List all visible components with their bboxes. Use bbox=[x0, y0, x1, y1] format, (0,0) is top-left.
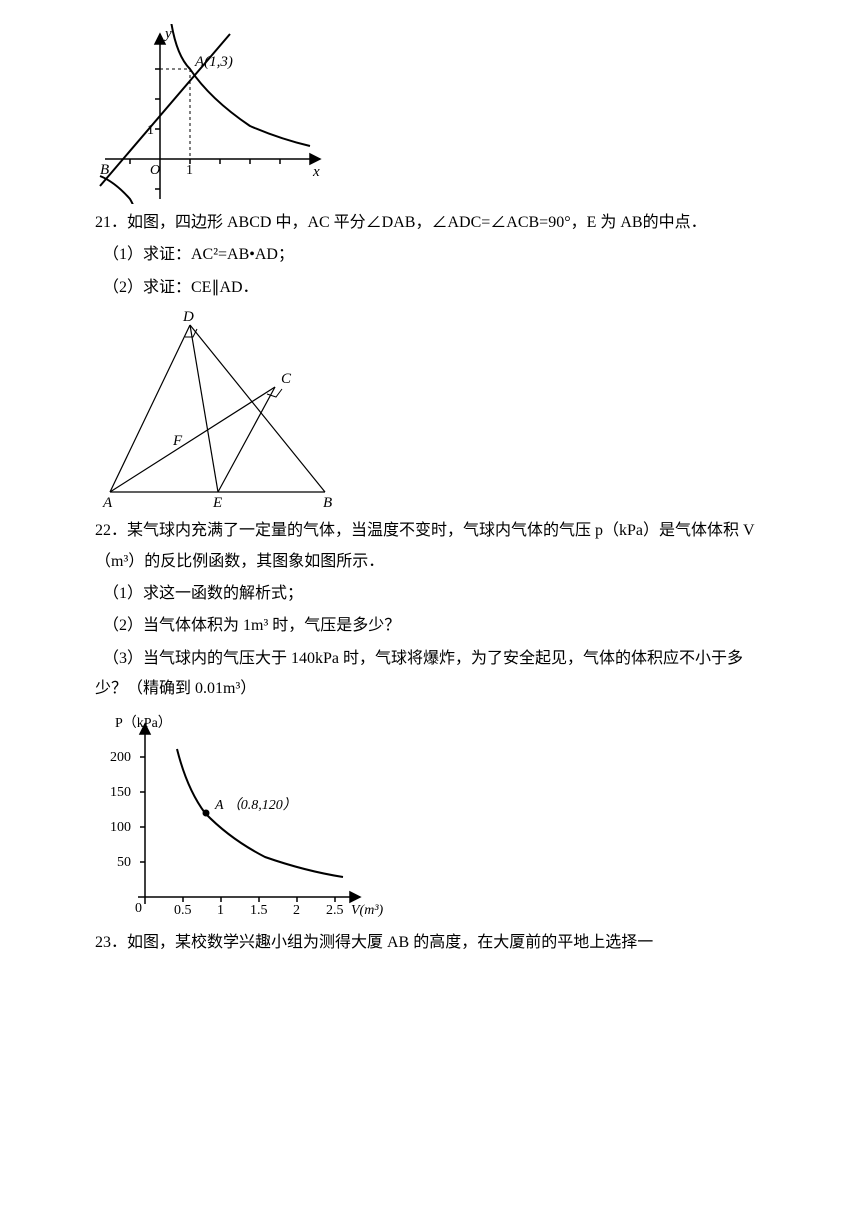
q22-intro-text: 22．某气球内充满了一定量的气体，当温度不变时，气球内气体的气压 p（kPa）是… bbox=[95, 522, 755, 569]
q23-intro-text: 23．如图，某校数学兴趣小组为测得大厦 AB 的高度，在大厦前的平地上选择一 bbox=[95, 934, 653, 951]
figure-3-pv-chart: P（kPa） V(m³) 0 50 100 150 200 0.5 1 1.5 … bbox=[95, 709, 770, 924]
x-tick-15: 1.5 bbox=[250, 903, 268, 918]
y-tick-200: 200 bbox=[110, 750, 131, 765]
pv-origin: 0 bbox=[135, 901, 142, 916]
x-tick-05: 0.5 bbox=[174, 903, 192, 918]
label-E: E bbox=[212, 495, 222, 511]
q22-intro: 22．某气球内充满了一定量的气体，当温度不变时，气球内气体的气压 p（kPa）是… bbox=[95, 516, 770, 577]
q21-intro-text: 21．如图，四边形 ABCD 中，AC 平分∠DAB，∠ADC=∠ACB=90°… bbox=[95, 214, 707, 231]
x-tick-1: 1 bbox=[217, 903, 224, 918]
q21-part2-text: （2）求证：CE∥AD． bbox=[103, 279, 259, 296]
y-tick-1: 1 bbox=[147, 123, 154, 138]
q22-part1: （1）求这一函数的解析式； bbox=[95, 579, 770, 609]
label-D: D bbox=[182, 309, 194, 325]
y-tick-50: 50 bbox=[117, 855, 131, 870]
label-F: F bbox=[172, 433, 183, 449]
label-B: B bbox=[323, 495, 332, 511]
y-tick-150: 150 bbox=[110, 785, 131, 800]
figure-2-triangle-diagram: A B E D C F bbox=[95, 307, 770, 512]
coord-svg: y x O 1 1 A(1,3) B bbox=[95, 24, 335, 204]
point-b-label: B bbox=[100, 162, 109, 178]
x-tick-2: 2 bbox=[293, 903, 300, 918]
q21-part2: （2）求证：CE∥AD． bbox=[95, 273, 770, 303]
pv-y-axis-label: P（kPa） bbox=[115, 715, 172, 731]
point-a-pv-label: A （0.8,120） bbox=[214, 797, 297, 813]
point-a-label: A(1,3) bbox=[194, 54, 233, 70]
figure-1-coordinate-chart: y x O 1 1 A(1,3) B bbox=[95, 24, 770, 204]
q21-part1-text: （1）求证：AC²=AB•AD； bbox=[103, 246, 294, 263]
label-A: A bbox=[102, 495, 113, 511]
x-axis-label: x bbox=[312, 164, 320, 180]
q22-part3-text: （3）当气球内的气压大于 140kPa 时，气球将爆炸，为了安全起见，气体的体积… bbox=[95, 650, 743, 697]
q22-part1-text: （1）求这一函数的解析式； bbox=[103, 585, 303, 602]
triangle-svg: A B E D C F bbox=[95, 307, 345, 512]
origin-label: O bbox=[150, 163, 160, 178]
y-axis-label: y bbox=[163, 26, 172, 42]
q22-part3: （3）当气球内的气压大于 140kPa 时，气球将爆炸，为了安全起见，气体的体积… bbox=[95, 644, 770, 705]
label-C: C bbox=[281, 371, 292, 387]
x-tick-25: 2.5 bbox=[326, 903, 344, 918]
q23-intro: 23．如图，某校数学兴趣小组为测得大厦 AB 的高度，在大厦前的平地上选择一 bbox=[95, 928, 770, 958]
y-tick-100: 100 bbox=[110, 820, 131, 835]
q22-part2-text: （2）当气体体积为 1m³ 时，气压是多少？ bbox=[103, 617, 400, 634]
x-tick-1: 1 bbox=[186, 163, 193, 178]
q21-intro: 21．如图，四边形 ABCD 中，AC 平分∠DAB，∠ADC=∠ACB=90°… bbox=[95, 208, 770, 238]
q22-part2: （2）当气体体积为 1m³ 时，气压是多少？ bbox=[95, 611, 770, 641]
pv-svg: P（kPa） V(m³) 0 50 100 150 200 0.5 1 1.5 … bbox=[95, 709, 385, 924]
q21-part1: （1）求证：AC²=AB•AD； bbox=[95, 240, 770, 270]
pv-x-axis-label: V(m³) bbox=[351, 903, 384, 918]
